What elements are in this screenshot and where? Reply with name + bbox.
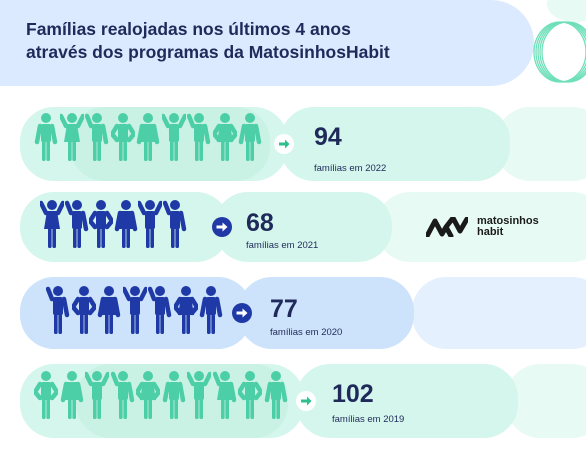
person-icon xyxy=(136,199,164,254)
brand-text: matosinhos habit xyxy=(477,215,539,238)
row-2020-value: 77 xyxy=(270,295,298,323)
person-icon xyxy=(264,370,288,425)
person-icon xyxy=(121,285,148,340)
person-icon xyxy=(38,199,66,254)
row-2022-value-pill xyxy=(280,107,510,181)
title-band xyxy=(0,0,534,86)
person-icon xyxy=(97,285,121,340)
person-icon xyxy=(84,112,109,167)
person-icon xyxy=(83,370,111,425)
person-icon xyxy=(185,370,213,425)
page-title: Famílias realojadas nos últimos 4 anos a… xyxy=(26,19,390,62)
person-icon xyxy=(114,199,138,254)
rings-decoration xyxy=(533,0,586,83)
person-icon xyxy=(199,285,223,340)
person-icon xyxy=(162,199,187,254)
person-icon xyxy=(172,285,199,340)
person-icon xyxy=(110,370,135,425)
row-2021-arrow-icon xyxy=(212,217,232,237)
person-icon xyxy=(87,199,115,254)
row-2019-right-pill xyxy=(506,364,586,438)
person-icon xyxy=(160,112,187,167)
person-icon xyxy=(236,370,264,425)
person-icon xyxy=(109,112,136,167)
person-icon xyxy=(70,285,97,340)
row-2022-caption: famílias em 2022 xyxy=(314,163,387,174)
person-icon xyxy=(147,285,172,340)
person-icon xyxy=(45,285,70,340)
row-2021-value: 68 xyxy=(246,209,274,237)
person-icon xyxy=(238,112,262,167)
person-icon xyxy=(34,112,58,167)
row-2020-caption: famílias em 2020 xyxy=(270,327,343,338)
row-2019-caption: famílias em 2019 xyxy=(332,414,405,425)
row-2021-value-pill xyxy=(214,192,392,262)
person-icon xyxy=(136,112,160,167)
row-2020-arrow-icon xyxy=(232,303,252,323)
person-icon xyxy=(32,370,60,425)
person-icon xyxy=(134,370,162,425)
person-icon xyxy=(60,370,84,425)
row-2022-value: 94 xyxy=(314,123,342,151)
row-2021-brand-pill xyxy=(376,192,586,262)
row-2022-arrow-icon xyxy=(274,134,294,154)
person-icon xyxy=(186,112,211,167)
person-icon xyxy=(212,370,237,425)
person-icon xyxy=(64,199,89,254)
person-icon xyxy=(211,112,238,167)
row-2019-arrow-icon xyxy=(296,391,316,411)
person-icon xyxy=(162,370,186,425)
mm-logo-icon xyxy=(426,217,468,237)
row-2020-value-pill xyxy=(238,277,414,349)
row-2022-right-pill xyxy=(496,107,586,181)
row-2019-value-pill xyxy=(296,364,518,438)
person-icon xyxy=(58,112,85,167)
row-2021-caption: famílias em 2021 xyxy=(246,240,319,251)
row-2020-right-pill xyxy=(412,277,586,349)
row-2019-value: 102 xyxy=(332,380,374,408)
